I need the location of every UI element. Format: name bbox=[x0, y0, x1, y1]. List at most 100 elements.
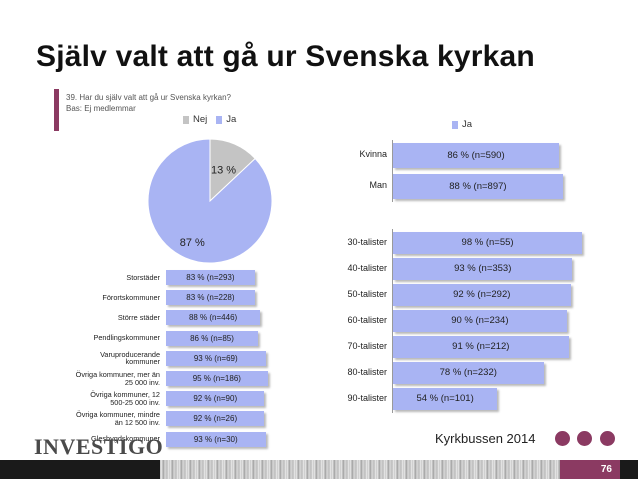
category-label-line: Övriga kommuner, 12 bbox=[90, 390, 160, 400]
category-label: 80-talister bbox=[347, 367, 393, 377]
bar bbox=[393, 310, 567, 332]
category-label-line: Större städer bbox=[117, 313, 160, 323]
category-label-line: Varuproducerande bbox=[100, 349, 160, 359]
category-label: Övriga kommuner, 12 500-25 000 inv. bbox=[90, 391, 166, 406]
bar bbox=[166, 270, 255, 285]
bar-value-label: 92 % (n=90) bbox=[193, 394, 238, 404]
category-label-line: 70-talister bbox=[347, 340, 387, 351]
bar-value-label: 88 % (n=446) bbox=[188, 313, 238, 323]
category-label-line: kommuner bbox=[125, 357, 160, 367]
legend-label-ja-right: Ja bbox=[462, 119, 473, 130]
category-label-line: Förortskommuner bbox=[102, 292, 160, 302]
bar bbox=[393, 232, 583, 254]
legend-label-ja: Ja bbox=[226, 114, 237, 125]
bar-value-label: 90 % (n=234) bbox=[451, 315, 509, 326]
bar-value-label: 92 % (n=292) bbox=[453, 289, 511, 300]
bar bbox=[166, 350, 266, 366]
legend-swatch-ja bbox=[216, 115, 223, 124]
category-label-line: Storstäder bbox=[126, 272, 160, 282]
page-number: 76 bbox=[560, 460, 620, 479]
question-block: 39. Har du själv valt att gå ur Svenska … bbox=[66, 92, 231, 114]
bar-value-label: 83 % (n=293) bbox=[186, 273, 235, 282]
category-label-line: Man bbox=[369, 180, 387, 190]
footer-decor bbox=[160, 460, 560, 479]
legend-label-nej: Nej bbox=[193, 114, 208, 125]
bar bbox=[393, 174, 563, 199]
bar-value-label: 86 % (n=590) bbox=[447, 150, 505, 161]
bar-value-label: 78 % (n=232) bbox=[439, 367, 497, 378]
category-label-line: 50-talister bbox=[347, 288, 387, 299]
bar bbox=[166, 310, 261, 326]
category-label: 50-talister bbox=[347, 289, 393, 299]
pie-label-nej: 13 % bbox=[211, 165, 236, 177]
category-label: Större städer bbox=[118, 314, 166, 322]
bar bbox=[166, 330, 259, 346]
category-label-line: 80-talister bbox=[347, 366, 387, 377]
bar bbox=[393, 336, 569, 358]
category-label: Man bbox=[369, 180, 393, 190]
slide-title: Själv valt att gå ur Svenska kyrkan bbox=[36, 40, 535, 73]
category-label: Varuproducerande kommuner bbox=[100, 351, 166, 366]
question-accent-bar bbox=[54, 89, 59, 131]
footer-label: Kyrkbussen 2014 bbox=[435, 431, 536, 446]
base-text: Bas: Ej medlemmar bbox=[66, 104, 136, 113]
category-axis bbox=[392, 229, 393, 413]
legend-swatch-ja-right bbox=[452, 120, 458, 129]
bar bbox=[166, 371, 268, 386]
right-legend: Ja bbox=[452, 119, 472, 130]
bar-value-label: 86 % (n=85) bbox=[190, 333, 234, 343]
category-label: Glesbygdskommuner bbox=[91, 435, 166, 443]
brand-logo: INVESTIGO bbox=[34, 434, 164, 459]
category-label-line: 60-talister bbox=[347, 314, 387, 325]
bar bbox=[393, 258, 573, 280]
pie-label-ja: 87 % bbox=[180, 237, 205, 249]
legend-swatch-nej bbox=[183, 115, 189, 124]
bar-value-label: 93 % (n=30) bbox=[193, 434, 238, 444]
bar-value-label: 54 % (n=101) bbox=[416, 393, 474, 404]
category-label: 30-talister bbox=[347, 237, 393, 247]
category-label-line: Övriga kommuner, mindre bbox=[76, 410, 160, 420]
category-label-line: än 12 500 inv. bbox=[114, 417, 160, 427]
category-label: Pendlingskommuner bbox=[93, 334, 166, 342]
bar bbox=[393, 284, 571, 306]
bar-value-label: 93 % (n=69) bbox=[193, 353, 238, 363]
category-label-line: 25 000 inv. bbox=[124, 377, 160, 387]
category-label-line: 500-25 000 inv. bbox=[110, 397, 160, 407]
category-label-line: 40-talister bbox=[347, 262, 387, 273]
bar-value-label: 93 % (n=353) bbox=[454, 263, 512, 274]
category-label-line: Glesbygdskommuner bbox=[91, 434, 160, 444]
bar bbox=[166, 391, 265, 407]
category-label: Förortskommuner bbox=[102, 294, 166, 302]
question-text: 39. Har du själv valt att gå ur Svenska … bbox=[66, 93, 231, 102]
category-label-line: 30-talister bbox=[347, 236, 387, 247]
category-label: Storstäder bbox=[126, 274, 166, 282]
category-label: 90-talister bbox=[347, 393, 393, 403]
pie-slice-ja bbox=[147, 138, 273, 264]
bar bbox=[166, 431, 266, 447]
category-label-line: Kvinna bbox=[359, 149, 387, 159]
bar-value-label: 83 % (n=228) bbox=[186, 293, 235, 303]
category-label: 40-talister bbox=[347, 263, 393, 273]
footer-dot-3 bbox=[600, 431, 615, 446]
bar bbox=[393, 362, 544, 384]
bar bbox=[166, 411, 265, 427]
bar bbox=[393, 143, 559, 168]
category-label: Övriga kommuner, mindre än 12 500 inv. bbox=[76, 411, 166, 426]
category-label: Kvinna bbox=[359, 149, 393, 159]
bar-value-label: 91 % (n=212) bbox=[452, 341, 510, 352]
category-label: Övriga kommuner, mer än 25 000 inv. bbox=[76, 371, 166, 386]
bar bbox=[166, 290, 255, 306]
category-label-line: Pendlingskommuner bbox=[93, 333, 160, 343]
category-label-line: Övriga kommuner, mer än bbox=[75, 370, 160, 379]
pie-chart: 13 % 87 % bbox=[147, 138, 273, 264]
category-axis bbox=[392, 140, 393, 202]
category-label: 60-talister bbox=[347, 315, 393, 325]
category-label: 70-talister bbox=[347, 341, 393, 351]
bar-value-label: 98 % (n=55) bbox=[461, 237, 514, 248]
bar-value-label: 88 % (n=897) bbox=[449, 181, 507, 192]
bar-value-label: 95 % (n=186) bbox=[192, 374, 241, 383]
pie-legend: Nej Ja bbox=[183, 114, 236, 125]
category-label-line: 90-talister bbox=[347, 392, 387, 403]
footer-dot-1 bbox=[555, 431, 570, 446]
bar bbox=[393, 388, 498, 410]
